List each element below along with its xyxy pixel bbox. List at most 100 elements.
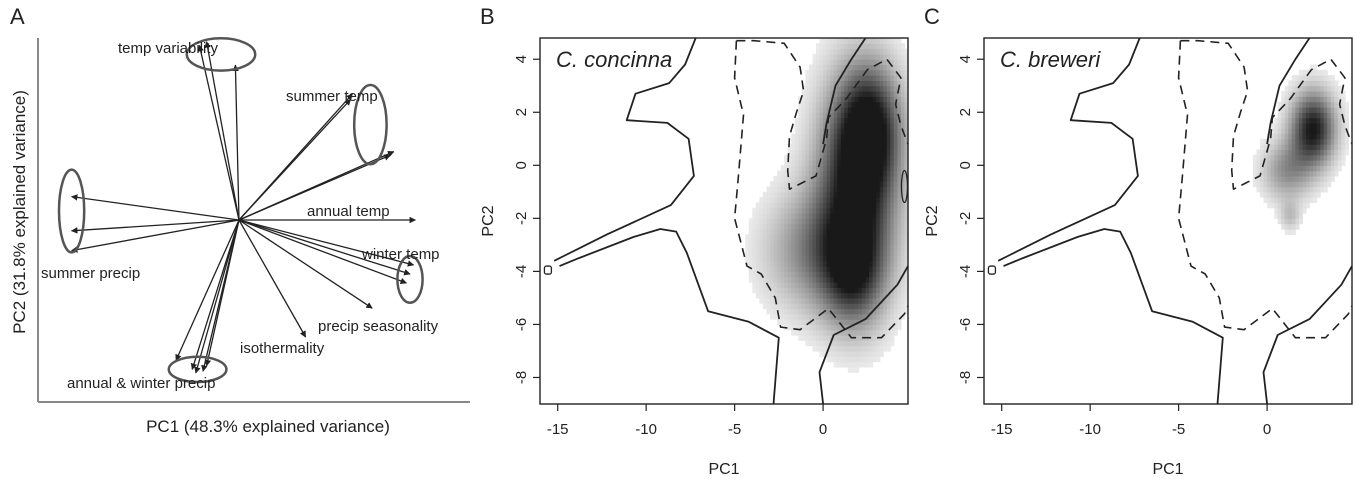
density-cell	[823, 191, 828, 198]
density-cell	[847, 112, 852, 119]
density-cell	[819, 351, 824, 357]
density-cell	[816, 303, 821, 310]
density-cell	[854, 223, 859, 230]
density-cell	[833, 197, 838, 203]
density-cell	[1256, 149, 1261, 156]
density-cell	[847, 345, 852, 352]
density-cell	[876, 53, 881, 60]
density-cell	[808, 80, 813, 87]
density-cell	[1313, 80, 1318, 87]
density-cell	[893, 297, 898, 304]
density-cell	[830, 43, 835, 50]
density-cell	[759, 276, 764, 283]
density-cell	[823, 59, 828, 66]
density-cell	[780, 207, 785, 214]
density-cell	[890, 282, 895, 288]
density-cell	[847, 361, 852, 368]
density-cell	[893, 175, 898, 182]
density-cell	[773, 181, 778, 188]
density-cell	[904, 207, 909, 214]
density-cell	[1298, 202, 1303, 209]
density-cell	[823, 303, 828, 310]
density-cell	[883, 38, 888, 44]
density-cell	[1334, 80, 1339, 87]
density-cell	[819, 96, 824, 103]
density-cell	[755, 239, 760, 246]
density-cell	[854, 122, 859, 129]
density-cell	[1341, 133, 1346, 140]
density-cell	[826, 75, 831, 81]
density-cell	[876, 229, 881, 235]
density-cell	[1302, 207, 1307, 214]
density-cell	[833, 80, 838, 87]
density-cell	[837, 356, 842, 363]
density-cell	[1291, 138, 1296, 145]
density-cell	[830, 138, 835, 145]
density-cell	[823, 85, 828, 92]
contours-c	[987, 37, 1353, 405]
density-cell	[819, 271, 824, 278]
density-cell	[1284, 229, 1289, 235]
density-cell	[1330, 85, 1335, 92]
density-cell	[844, 160, 849, 166]
density-cell	[844, 144, 849, 150]
density-cell	[808, 101, 813, 108]
density-cell	[812, 160, 817, 166]
density-cell	[1323, 122, 1328, 129]
density-cell	[1313, 91, 1318, 97]
density-cell	[1267, 202, 1272, 209]
density-cell	[893, 250, 898, 257]
density-cell	[1281, 175, 1286, 182]
density-cell	[1274, 202, 1279, 209]
density-cell	[840, 144, 845, 150]
density-cell	[1320, 80, 1325, 87]
density-cell	[869, 335, 874, 341]
density-cell	[890, 229, 895, 235]
density-cell	[869, 234, 874, 241]
density-cell	[869, 75, 874, 81]
density-cell	[886, 75, 891, 81]
density-cell	[777, 239, 782, 246]
density-cell	[830, 282, 835, 288]
density-cell	[1302, 128, 1307, 135]
density-cell	[777, 266, 782, 272]
density-cell	[777, 260, 782, 267]
density-cell	[886, 239, 891, 246]
density-cell	[801, 154, 806, 161]
density-cell	[798, 138, 803, 145]
density-cell	[766, 218, 771, 225]
density-cell	[773, 223, 778, 230]
density-cell	[865, 101, 870, 108]
density-cell	[787, 266, 792, 272]
density-cell	[1323, 117, 1328, 124]
density-cell	[876, 297, 881, 304]
density-cell	[1337, 149, 1342, 156]
density-cell	[1270, 128, 1275, 135]
density-cell	[1298, 85, 1303, 92]
density-cell	[770, 207, 775, 214]
density-cell	[1256, 170, 1261, 177]
density-cell	[1277, 117, 1282, 124]
density-cell	[1267, 197, 1272, 203]
density-cell	[819, 335, 824, 341]
density-cell	[1284, 207, 1289, 214]
density-cell	[1291, 170, 1296, 177]
density-cell	[1323, 144, 1328, 150]
density-cell	[823, 234, 828, 241]
density-cell	[893, 48, 898, 55]
x-axis-label-c: PC1	[1152, 461, 1183, 478]
density-cell	[1327, 101, 1332, 108]
density-cell	[826, 91, 831, 97]
density-cell	[1277, 128, 1282, 135]
density-cell	[784, 266, 789, 272]
density-cell	[1284, 128, 1289, 135]
density-cell	[1277, 191, 1282, 198]
density-cell	[784, 260, 789, 267]
density-cell	[1295, 191, 1300, 198]
density-cell	[851, 313, 856, 320]
density-cell	[862, 149, 867, 156]
density-cell	[826, 340, 831, 347]
density-cell	[872, 239, 877, 246]
density-cell	[844, 91, 849, 97]
density-cell	[840, 191, 845, 198]
